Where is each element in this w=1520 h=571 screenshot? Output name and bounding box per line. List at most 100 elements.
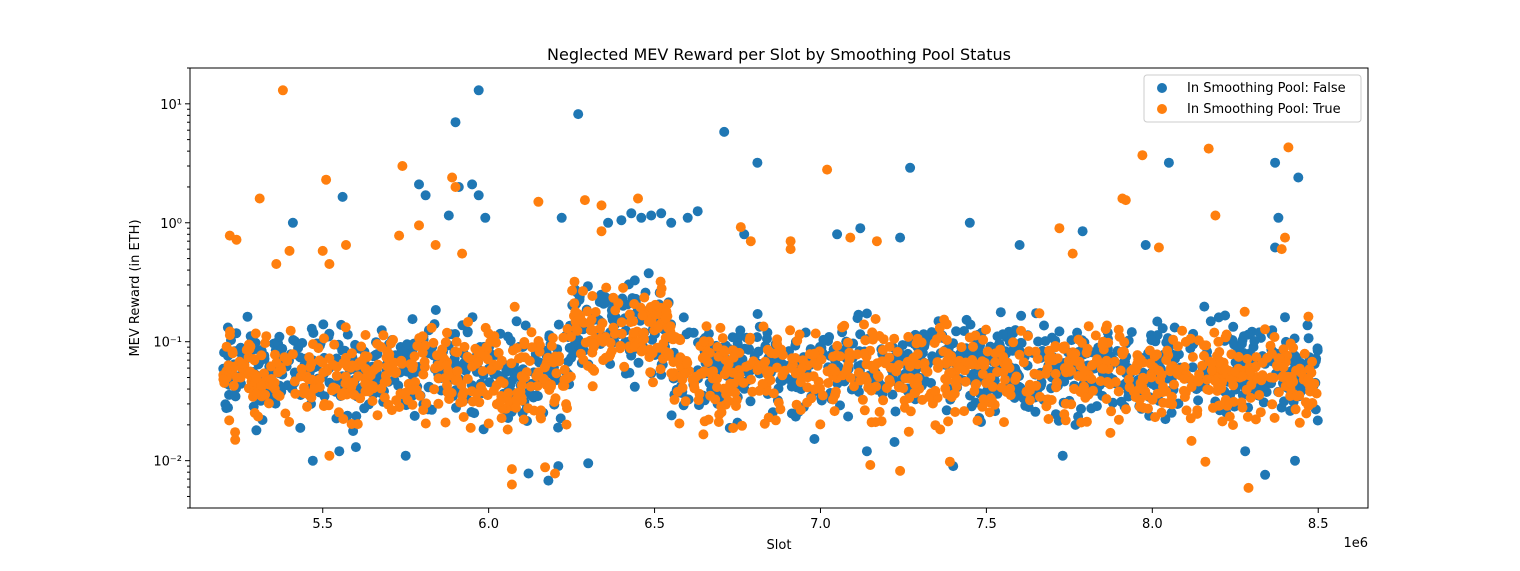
scatter-point [1040, 368, 1051, 379]
scatter-point [601, 282, 612, 293]
scatter-point [467, 179, 478, 190]
scatter-point [256, 350, 267, 361]
scatter-point [874, 406, 885, 417]
scatter-point [689, 382, 700, 392]
scatter-point [758, 321, 769, 332]
scatter-point [488, 385, 499, 396]
scatter-point [1058, 343, 1069, 354]
scatter-point [723, 396, 734, 407]
scatter-point [1210, 210, 1221, 221]
scatter-point [550, 468, 560, 479]
scatter-point [372, 362, 383, 373]
scatter-point [338, 414, 349, 424]
scatter-point [273, 367, 284, 378]
scatter-point [518, 414, 529, 425]
scatter-point [451, 336, 462, 347]
scatter-point [636, 212, 647, 223]
scatter-point [441, 360, 452, 371]
scatter-point [1199, 301, 1210, 312]
scatter-point [491, 337, 502, 348]
scatter-point [629, 341, 640, 352]
scatter-point [306, 358, 317, 369]
scatter-point [745, 396, 756, 407]
scatter-point [349, 389, 360, 400]
scatter-point [1023, 331, 1033, 341]
scatter-point [1033, 336, 1044, 347]
scatter-point [1166, 407, 1177, 418]
scatter-point [1043, 353, 1054, 364]
scatter-point [337, 191, 348, 202]
scatter-point [394, 230, 405, 241]
scatter-point [430, 240, 441, 250]
scatter-point [703, 414, 714, 425]
scatter-point [418, 405, 429, 415]
scatter-point [637, 310, 648, 321]
scatter-point [471, 388, 482, 399]
scatter-point [723, 359, 734, 370]
scatter-point [224, 415, 235, 426]
scatter-point [766, 348, 777, 359]
scatter-point [1168, 334, 1179, 345]
scatter-point [795, 377, 806, 388]
scatter-point [905, 162, 916, 173]
scatter-point [645, 367, 656, 378]
scatter-point [284, 416, 295, 427]
scatter-point [457, 390, 468, 401]
scatter-point [960, 376, 971, 387]
scatter-point [1270, 157, 1281, 168]
scatter-point [1267, 399, 1278, 410]
scatter-point [1240, 446, 1251, 457]
scatter-point [336, 390, 347, 401]
scatter-point [1034, 391, 1045, 402]
scatter-point [910, 388, 921, 399]
scatter-point [1282, 371, 1293, 382]
scatter-point [228, 380, 239, 391]
scatter-point [231, 372, 242, 383]
scatter-point [456, 379, 467, 390]
scatter-point [270, 349, 280, 360]
scatter-point [473, 190, 484, 201]
scatter-point [380, 370, 391, 381]
scatter-point [1173, 349, 1184, 360]
scatter-point [843, 337, 853, 348]
scatter-point [595, 333, 606, 344]
scatter-point [506, 479, 517, 490]
scatter-point [493, 347, 504, 358]
scatter-point [573, 109, 584, 120]
scatter-point [1233, 351, 1244, 362]
x-tick-label: 8.5 [1308, 517, 1329, 532]
scatter-point [809, 434, 820, 444]
scatter-point [1290, 404, 1301, 415]
scatter-point [1202, 384, 1213, 395]
scatter-point [480, 322, 491, 333]
scatter-point [1146, 335, 1157, 346]
scatter-point [735, 222, 746, 233]
scatter-point [1080, 392, 1091, 403]
scatter-point [303, 374, 314, 385]
scatter-point [924, 392, 934, 402]
scatter-point [1113, 414, 1124, 425]
scatter-point [506, 358, 517, 369]
scatter-point [852, 349, 863, 360]
scatter-point [992, 331, 1003, 342]
scatter-point [752, 309, 763, 319]
scatter-point [282, 356, 293, 367]
scatter-point [892, 346, 903, 357]
legend-marker-true [1157, 104, 1167, 114]
scatter-point [933, 362, 943, 373]
scatter-point [984, 407, 995, 418]
scatter-point [786, 381, 797, 392]
scatter-point [485, 365, 496, 375]
scatter-point [666, 217, 677, 228]
scatter-point [393, 380, 404, 391]
scatter-point [547, 333, 558, 343]
scatter-point [990, 357, 1001, 368]
scatter-point [716, 407, 727, 418]
scatter-point [475, 347, 486, 358]
scatter-point [414, 333, 425, 344]
scatter-point [412, 340, 423, 351]
scatter-point [829, 406, 840, 417]
scatter-point [218, 374, 229, 385]
scatter-point [1001, 387, 1012, 397]
